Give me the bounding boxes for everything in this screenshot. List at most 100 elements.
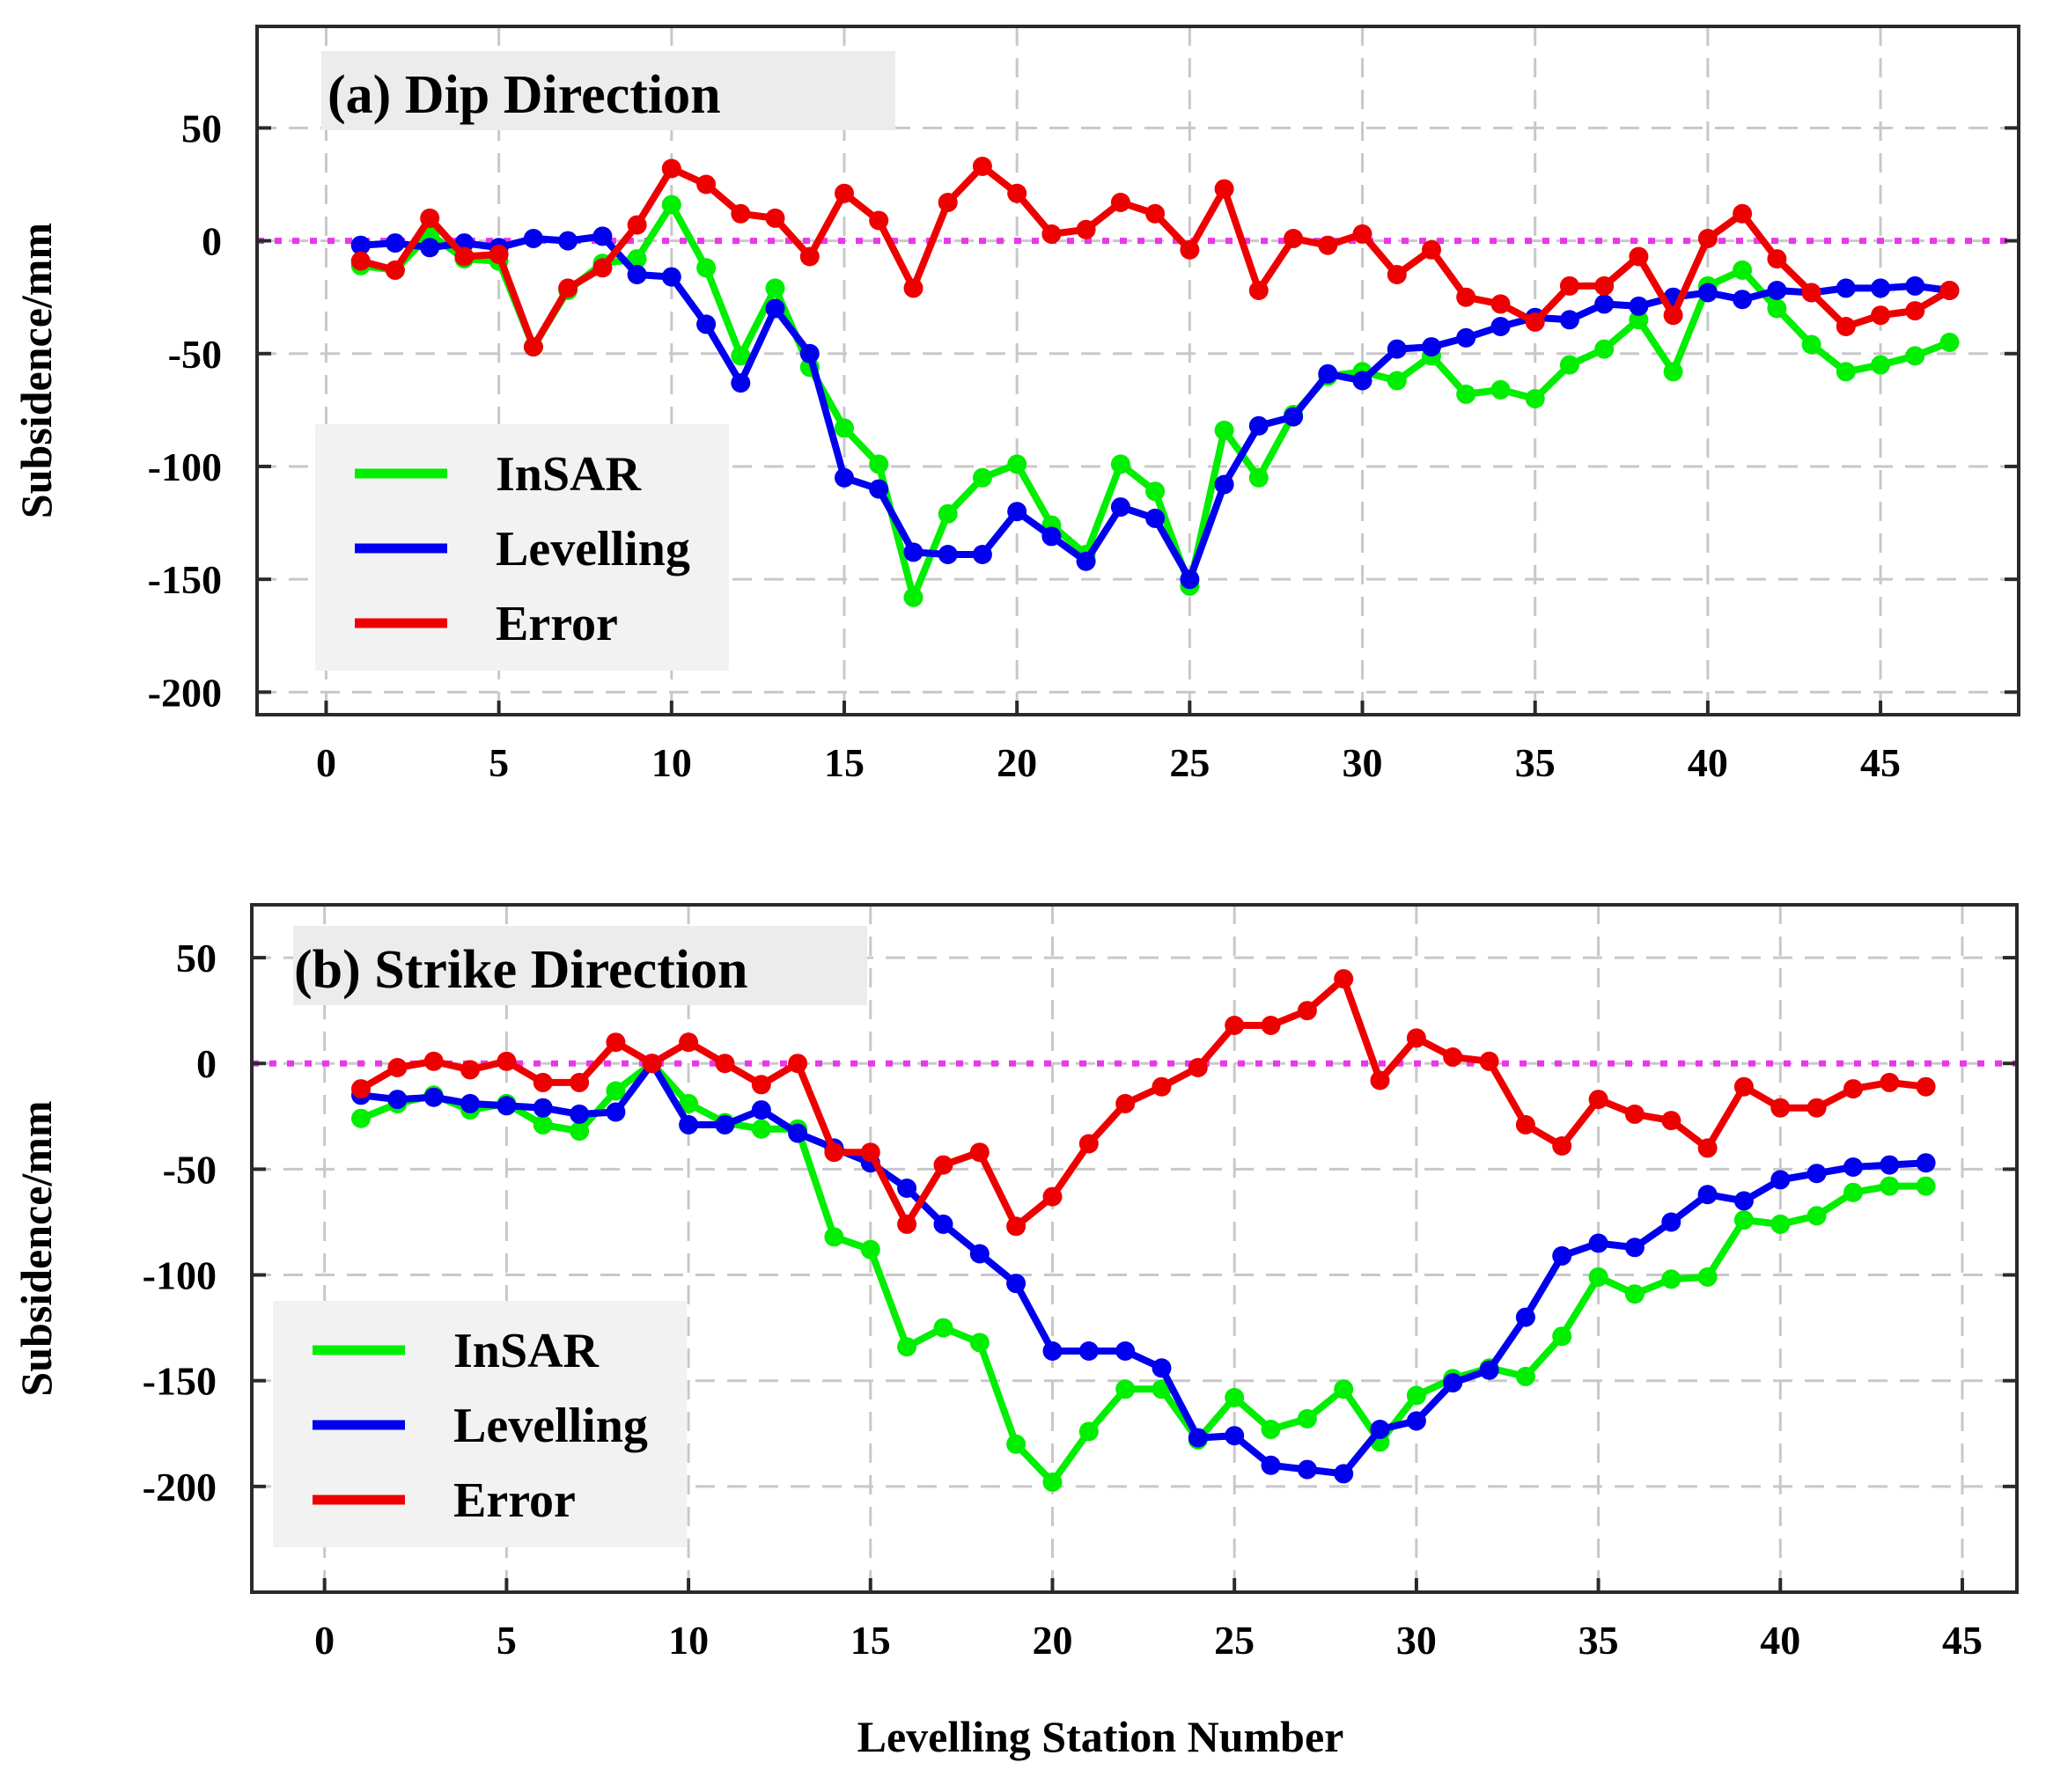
panel-a-insar-point-44 [1836,362,1856,382]
panel-b-levelling-point-29 [1370,1420,1390,1439]
panel-a-error-point-32 [1422,239,1441,260]
panel-a-insar-point-33 [1456,384,1476,404]
panel-b-error-point-43 [1880,1072,1900,1092]
panel-b-levelling-point-22 [1115,1341,1136,1361]
panel-a-error-point-21 [1041,224,1062,244]
panel-a-ytick-label-50: 50 [181,106,222,151]
panel-a-error-point-43 [1801,283,1821,303]
panel-a-insar-point-27 [1248,467,1269,488]
panel-a-insar-point-19 [972,467,992,488]
panel-a-levelling-point-13 [765,298,785,319]
panel-b-insar-point-27 [1297,1408,1317,1428]
panel-a-ytick-label--200: -200 [148,670,222,715]
panel-a-levelling-point-34 [1490,317,1511,336]
panel-a-levelling-point-26 [1214,474,1234,495]
panel-b-insar-point-28 [1334,1379,1354,1399]
panel-a-levelling-point-3 [420,238,440,258]
panel-a-title-background [321,51,895,130]
panel-a-levelling-point-33 [1456,327,1476,348]
panel-a-xtick-label-5: 5 [489,740,509,785]
panel-a-levelling-point-16 [869,479,889,499]
panel-a-levelling-point-10 [661,267,681,287]
panel-b-legend-levelling-label: Levelling [453,1399,648,1453]
panel-a-insar-point-24 [1145,481,1166,502]
panel-b-levelling-point-20 [1042,1341,1063,1361]
panel-a-insar-point-34 [1490,379,1511,400]
panel-a-error-point-10 [661,158,681,179]
panel-b-levelling-point-25 [1225,1426,1245,1446]
panel-b-insar-point-12 [751,1119,771,1139]
panel-b-levelling-point-36 [1624,1238,1645,1258]
panel-a-frame [255,25,2020,716]
panel-b-levelling-point-21 [1078,1341,1099,1361]
panel-b-insar-point-18 [969,1333,990,1353]
panel-b-levelling-point-10 [679,1114,699,1135]
panel-a-error-point-11 [696,174,717,195]
panel-a-levelling-point-7 [558,231,578,251]
panel-a-error-point-28 [1284,229,1304,248]
panel-b-levelling-point-44 [1916,1153,1936,1173]
panel-a-error-point-18 [938,193,958,212]
panel-b-levelling-point-2 [387,1090,408,1110]
panel-b-levelling-point-23 [1152,1358,1172,1378]
panel-b-series-levelling [351,1054,1936,1484]
panel-b-insar-point-38 [1697,1267,1718,1287]
panel-a-insar-point-9 [627,249,647,269]
panel-b-levelling-point-16 [897,1179,917,1198]
panel-b-insar-point-30 [1406,1385,1426,1406]
panel-b-error-point-30 [1406,1028,1426,1048]
panel-a-levelling-point-31 [1387,339,1407,359]
panel-a-insar-point-17 [903,587,923,607]
panel-b-levelling-point-13 [788,1123,808,1143]
panel-b-levelling-point-32 [1479,1360,1499,1380]
panel-a-insar-point-18 [938,503,958,524]
panel-b-insar-point-33 [1515,1366,1535,1386]
panel-b-levelling-point-43 [1880,1155,1900,1175]
panel-a-xtick-label-20: 20 [997,740,1037,785]
panel-b-xtick-label-0: 0 [314,1618,335,1663]
panel-dip-direction: 0 5 10 15 20 25 30 35 40 45 -200 -150 -100 -50 0 50 (a)… [11,25,2020,785]
panel-a-error-point-9 [627,215,647,235]
panel-a-levelling-point-40 [1697,283,1718,303]
panel-a-levelling-point-11 [696,314,717,334]
panel-b-title-background [293,926,867,1005]
panel-b-insar-point-20 [1042,1473,1063,1492]
panel-a-error-point-34 [1490,294,1511,314]
panel-b-insar-point-40 [1770,1214,1791,1234]
panel-a-insar-point-41 [1733,260,1753,280]
panel-b-insar-point-22 [1115,1379,1136,1399]
panel-a-levelling-point-30 [1352,371,1372,391]
panel-b-levelling-point-30 [1406,1411,1426,1431]
panel-a-error-point-45 [1871,305,1891,326]
panel-a-insar-point-12 [731,346,751,366]
panel-a-error-point-39 [1663,305,1683,326]
panel-a-error-point-20 [1007,183,1027,203]
panel-b-insar-point-43 [1880,1176,1900,1196]
panel-a-error-point-33 [1456,287,1476,307]
panel-b-levelling-point-27 [1297,1459,1317,1480]
panel-a-insar-point-31 [1387,371,1407,391]
panel-b-error-point-4 [460,1060,480,1080]
panel-b-insar-point-39 [1733,1210,1754,1230]
panel-a-error-point-5 [489,245,509,264]
panel-b-insar-point-21 [1078,1421,1099,1442]
panel-a-error-point-23 [1110,193,1130,212]
panel-b-levelling-point-6 [533,1098,553,1118]
panel-b-levelling-point-42 [1843,1157,1863,1177]
panel-a-levelling-point-19 [972,545,992,564]
panel-a-xtick-label-15: 15 [824,740,865,785]
panel-b-title: (b) Strike Direction [294,940,747,1000]
panel-b-legend: InSAR Levelling Error [273,1301,687,1547]
panel-b-ticks [252,956,2017,1592]
panel-a-error-point-29 [1318,235,1338,255]
panel-a-ytick-label--100: -100 [148,444,222,489]
panel-a-levelling-point-20 [1007,502,1027,522]
panel-a-levelling-point-8 [592,226,613,246]
panel-b-levelling-point-8 [606,1102,626,1122]
panel-b-error-point-36 [1624,1104,1645,1124]
panel-b-error-point-7 [570,1072,590,1092]
panel-a-legend: InSAR Levelling Error [315,424,729,671]
panel-a-legend-insar-label: InSAR [496,447,642,502]
panel-a-levelling-point-18 [938,545,958,564]
panel-a-series-error [350,157,1960,357]
